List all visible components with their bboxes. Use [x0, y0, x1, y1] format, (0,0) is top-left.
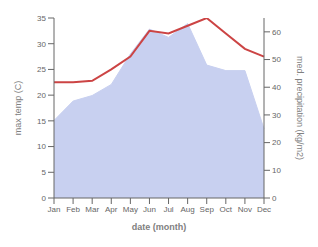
svg-text:35: 35: [37, 14, 46, 23]
svg-text:Apr: Apr: [105, 205, 118, 214]
svg-text:10: 10: [272, 166, 281, 175]
svg-text:Mar: Mar: [85, 205, 99, 214]
svg-text:Feb: Feb: [66, 205, 80, 214]
svg-text:10: 10: [37, 142, 46, 151]
svg-text:med. precipitation (kg/m2): med. precipitation (kg/m2): [295, 56, 305, 160]
svg-text:date (month): date (month): [132, 222, 187, 232]
svg-text:30: 30: [37, 40, 46, 49]
svg-text:20: 20: [272, 138, 281, 147]
svg-text:5: 5: [42, 168, 47, 177]
svg-text:Jan: Jan: [48, 205, 61, 214]
svg-text:Oct: Oct: [220, 205, 233, 214]
svg-text:Jun: Jun: [143, 205, 156, 214]
svg-text:Jul: Jul: [163, 205, 173, 214]
svg-text:May: May: [123, 205, 138, 214]
svg-text:25: 25: [37, 65, 46, 74]
svg-text:50: 50: [272, 55, 281, 64]
svg-text:60: 60: [272, 28, 281, 37]
svg-text:Aug: Aug: [181, 205, 195, 214]
svg-text:max temp (C): max temp (C): [13, 81, 23, 136]
svg-text:Sep: Sep: [200, 205, 215, 214]
svg-text:Dec: Dec: [257, 205, 271, 214]
svg-text:15: 15: [37, 117, 46, 126]
svg-text:40: 40: [272, 83, 281, 92]
svg-text:20: 20: [37, 91, 46, 100]
svg-text:0: 0: [42, 194, 47, 203]
svg-text:30: 30: [272, 111, 281, 120]
svg-text:Nov: Nov: [238, 205, 252, 214]
svg-text:0: 0: [272, 194, 277, 203]
